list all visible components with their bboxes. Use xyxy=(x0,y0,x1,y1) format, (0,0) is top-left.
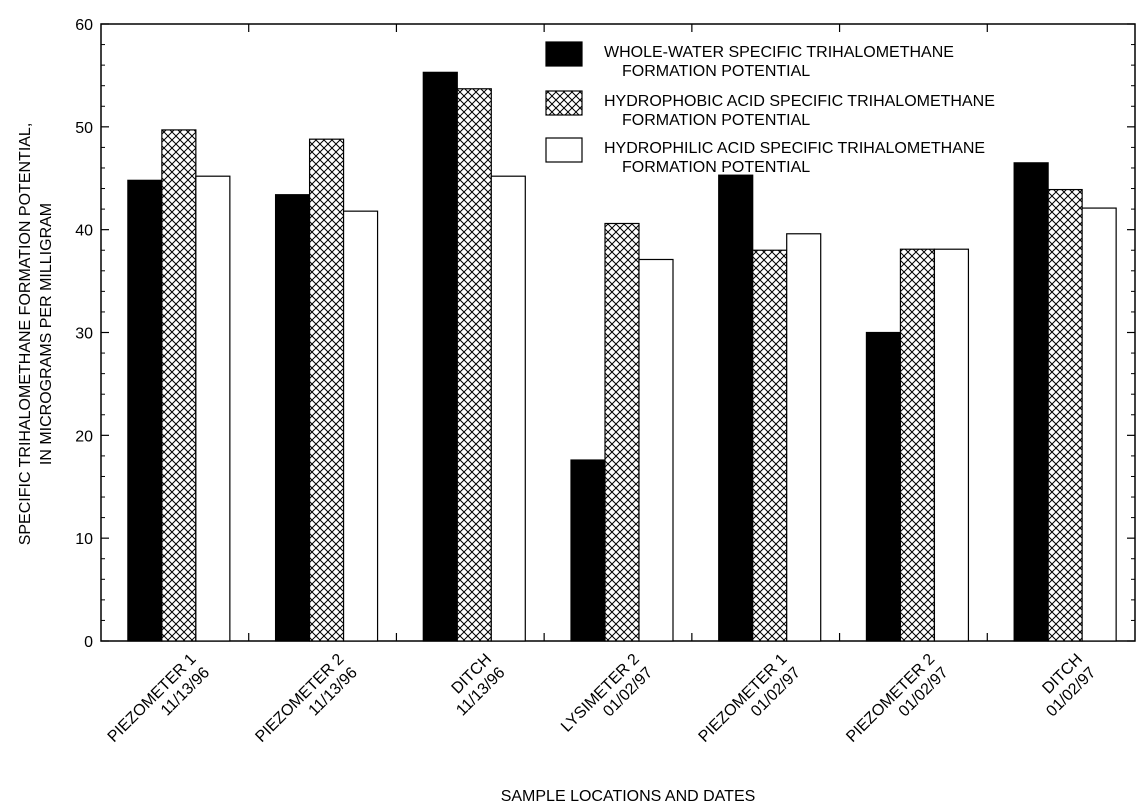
bar-whole-water xyxy=(570,459,606,642)
y-axis-title-line: IN MICROGRAMS PER MILLIGRAM xyxy=(38,203,55,465)
legend-swatch-whole-water xyxy=(545,41,583,67)
bar-whole-water xyxy=(127,179,163,642)
bar-hydrophilic-acid xyxy=(490,175,526,642)
y-axis-title-text: SPECIFIC TRIHALOMETHANE FORMATION POTENT… xyxy=(17,123,55,546)
bar-whole-water xyxy=(718,174,754,642)
y-tick-label: 50 xyxy=(75,120,93,137)
y-axis-title: SPECIFIC TRIHALOMETHANE FORMATION POTENT… xyxy=(17,123,55,546)
x-tick-label-text: DITCH11/13/96 xyxy=(440,651,509,720)
legend-label-whole-water: WHOLE-WATER SPECIFIC TRIHALOMETHANE FORMA… xyxy=(604,44,954,80)
bars xyxy=(127,71,1117,642)
x-tick-label: PIEZOMETER 101/02/97 xyxy=(696,651,805,760)
bar-hydrophilic-acid xyxy=(195,175,231,642)
y-tick-label: 20 xyxy=(75,428,93,445)
legend-swatch-hydrophilic-acid xyxy=(545,137,583,163)
bar-hydrophilic-acid xyxy=(1081,207,1117,642)
bar-hydrophobic-acid xyxy=(308,138,345,642)
bar-whole-water xyxy=(274,194,311,642)
x-tick-label-text: PIEZOMETER 211/13/96 xyxy=(252,651,361,760)
bar-whole-water xyxy=(865,331,902,642)
bar-hydrophilic-acid xyxy=(638,258,674,642)
y-tick-label: 10 xyxy=(75,531,93,548)
bar-whole-water xyxy=(1013,162,1049,642)
bar-hydrophobic-acid xyxy=(604,222,640,642)
bar-hydrophobic-acid xyxy=(161,129,197,642)
x-tick-labels: PIEZOMETER 111/13/96 PIEZOMETER 211/13/96… xyxy=(105,651,1100,760)
x-tick-label-text: PIEZOMETER 101/02/97 xyxy=(696,651,805,760)
legend-label-line: HYDROPHILIC ACID SPECIFIC TRIHALOMETHANE xyxy=(604,140,985,157)
y-tick-label: 0 xyxy=(84,634,93,651)
legend-label-hydrophobic-acid: HYDROPHOBIC ACID SPECIFIC TRIHALOMETHANE… xyxy=(604,93,995,129)
x-tick-label-text: DITCH01/02/97 xyxy=(1030,651,1100,721)
x-tick-label: PIEZOMETER 201/02/97 xyxy=(843,651,952,760)
x-tick-label: LYSIMETER 201/02/97 xyxy=(558,651,656,749)
x-tick-label: PIEZOMETER 111/13/96 xyxy=(105,651,214,760)
bar-hydrophilic-acid xyxy=(786,233,822,642)
legend-label-line: FORMATION POTENTIAL xyxy=(622,63,810,80)
bar-hydrophobic-acid xyxy=(752,249,788,642)
y-tick-label: 40 xyxy=(75,223,93,240)
bar-hydrophobic-acid xyxy=(456,88,492,642)
x-tick-label-text: PIEZOMETER 111/13/96 xyxy=(105,651,214,760)
legend-label-hydrophilic-acid: HYDROPHILIC ACID SPECIFIC TRIHALOMETHANE… xyxy=(604,140,985,176)
y-axis-title-line: SPECIFIC TRIHALOMETHANE FORMATION POTENT… xyxy=(17,123,34,546)
legend: WHOLE-WATER SPECIFIC TRIHALOMETHANE FORMA… xyxy=(545,41,995,176)
legend-label-line: FORMATION POTENTIAL xyxy=(622,112,810,129)
bar-hydrophilic-acid xyxy=(342,210,379,642)
bar-hydrophobic-acid xyxy=(899,248,936,642)
legend-label-line: HYDROPHOBIC ACID SPECIFIC TRIHALOMETHANE xyxy=(604,93,995,110)
x-tick-label-text: LYSIMETER 201/02/97 xyxy=(558,651,656,749)
bar-whole-water xyxy=(422,71,458,642)
x-tick-label: PIEZOMETER 211/13/96 xyxy=(252,651,361,760)
bar-hydrophobic-acid xyxy=(1047,188,1083,642)
x-tick-label-text: PIEZOMETER 201/02/97 xyxy=(843,651,952,760)
legend-swatch-hydrophobic-acid xyxy=(545,90,583,116)
x-tick-label: DITCH01/02/97 xyxy=(1030,651,1100,721)
x-tick-label: DITCH11/13/96 xyxy=(440,651,509,720)
y-tick-label: 30 xyxy=(75,326,93,343)
bar-hydrophilic-acid xyxy=(933,248,970,642)
legend-label-line: WHOLE-WATER SPECIFIC TRIHALOMETHANE xyxy=(604,44,954,61)
y-tick-label: 60 xyxy=(75,17,93,34)
x-axis-title: SAMPLE LOCATIONS AND DATES xyxy=(501,788,756,805)
legend-label-line: FORMATION POTENTIAL xyxy=(622,159,810,176)
